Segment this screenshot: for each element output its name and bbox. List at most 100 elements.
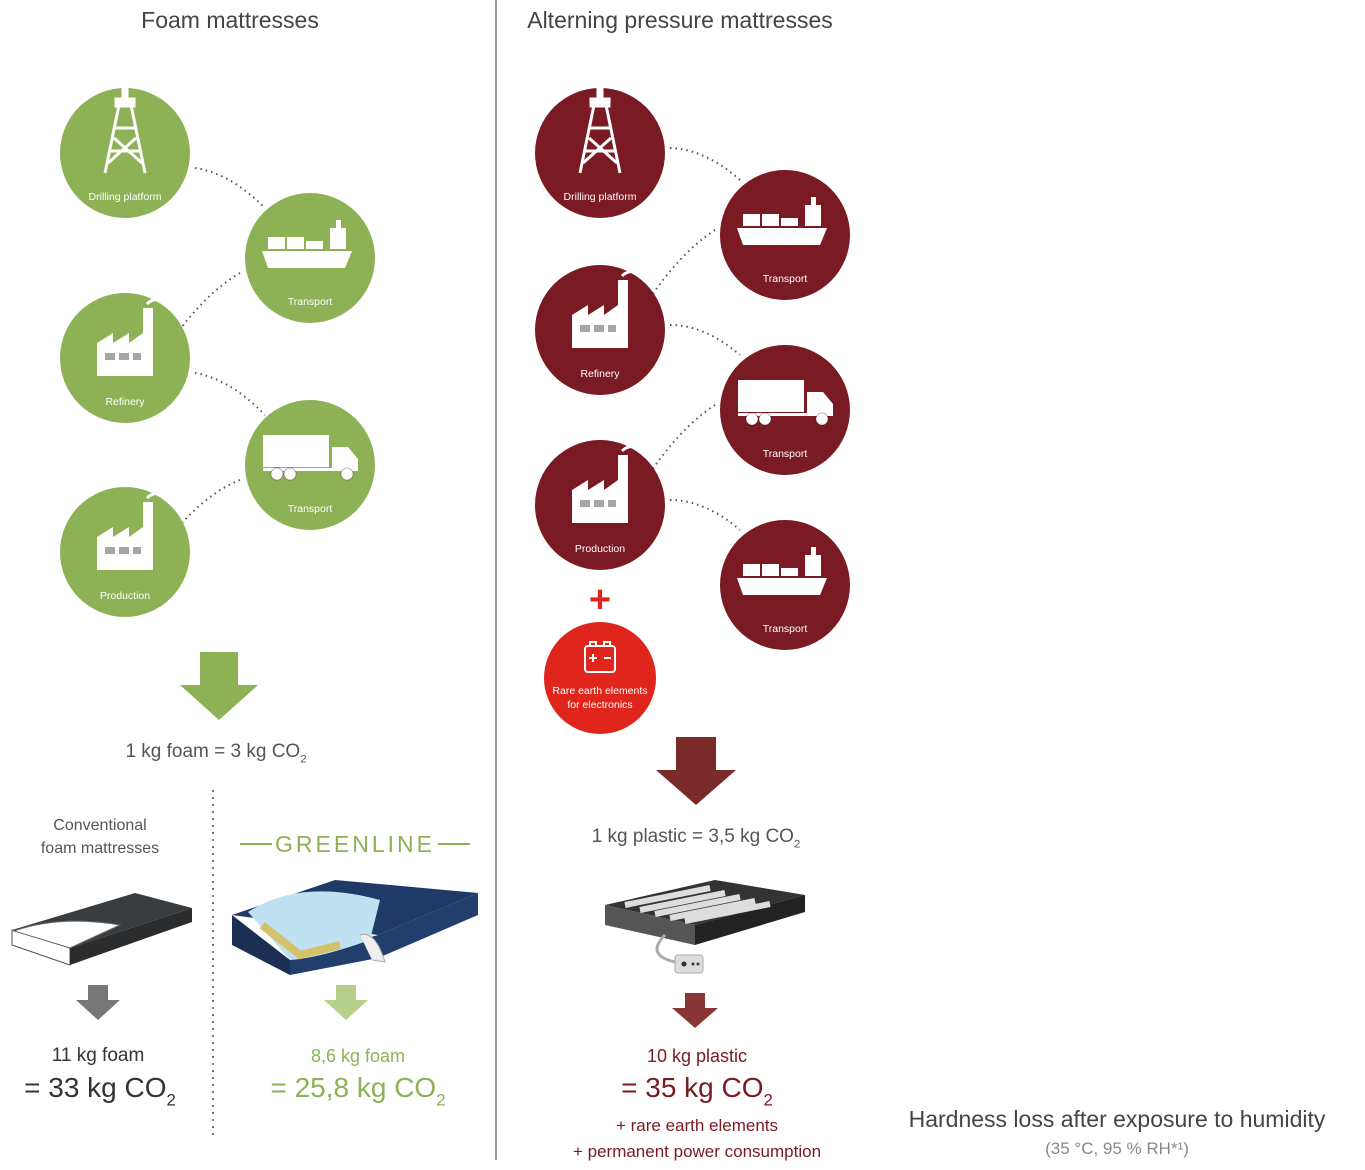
node-label: Transport <box>763 273 808 285</box>
equation-text: 1 kg foam = 3 kg CO <box>125 741 300 762</box>
node: Transport <box>720 345 850 475</box>
node: Drilling platform <box>60 86 190 218</box>
node-label: Rare earth elements <box>552 685 647 697</box>
icon-part <box>287 237 304 249</box>
icon-part <box>762 564 779 576</box>
icon-part <box>584 645 616 673</box>
icon-part <box>270 467 284 481</box>
battery-icon <box>584 641 616 673</box>
factory-icon <box>572 270 637 348</box>
icon-part <box>105 353 115 360</box>
icon-part <box>133 353 141 360</box>
node-label: Drilling platform <box>89 191 162 203</box>
icon-part <box>743 564 760 576</box>
alternating-mattress <box>605 880 805 974</box>
icon-part <box>262 251 352 268</box>
icon-part <box>268 237 285 249</box>
icon-part <box>105 547 115 554</box>
left-title: Foam mattresses <box>141 7 319 33</box>
node: Refinery <box>60 293 190 423</box>
amount: 10 kg plastic <box>647 1046 747 1066</box>
icon-part <box>580 500 590 507</box>
node: Refinery <box>535 265 665 395</box>
connector <box>644 229 716 306</box>
icon-part <box>815 412 829 426</box>
node-circle <box>60 88 190 218</box>
greenline-mattress <box>232 880 478 975</box>
icon-part <box>572 455 628 523</box>
footer-title: Hardness loss after exposure to humidity <box>909 1106 1326 1132</box>
note: + permanent power consumption <box>573 1142 821 1161</box>
subscript: 2 <box>167 1090 176 1109</box>
icon-part <box>758 412 772 426</box>
arrow <box>180 652 258 720</box>
icon-part <box>145 492 162 500</box>
arrow <box>656 737 736 805</box>
icon-part <box>594 325 604 332</box>
conventional-label: foam mattresses <box>41 840 159 857</box>
icon-part <box>781 568 798 576</box>
connector <box>669 324 741 356</box>
icon-part <box>762 214 779 226</box>
node-label: Transport <box>763 448 808 460</box>
icon-part <box>743 214 760 226</box>
conventional-mattress <box>11 893 192 966</box>
factory-icon <box>97 298 162 376</box>
icon-part <box>738 413 808 416</box>
node-label: Transport <box>763 623 808 635</box>
subscript: 2 <box>794 839 800 851</box>
icon-part <box>283 467 297 481</box>
icon-part <box>594 500 604 507</box>
equation-text: = 33 kg CO <box>24 1072 166 1103</box>
ship-icon <box>262 220 352 268</box>
node-circle <box>535 88 665 218</box>
node-circle <box>544 622 656 734</box>
tower-icon <box>103 86 147 174</box>
icon-part <box>332 447 358 471</box>
result: = 33 kg CO2 <box>24 1072 176 1109</box>
icon-part <box>119 547 129 554</box>
arrow <box>324 985 368 1020</box>
icon-part <box>805 205 821 226</box>
result: = 25,8 kg CO2 <box>270 1072 445 1109</box>
icon-part <box>596 86 604 101</box>
icon-part <box>119 353 129 360</box>
icon-part <box>263 435 329 467</box>
arrow <box>76 985 120 1020</box>
icon-part <box>737 578 827 595</box>
truck-icon <box>263 435 358 481</box>
factory-icon <box>97 492 162 570</box>
subscript: 2 <box>436 1090 445 1109</box>
amount: 11 kg foam <box>52 1045 145 1066</box>
node: Rare earth elements for electronics <box>544 622 656 734</box>
icon-part <box>133 547 141 554</box>
greenline-label: GREENLINE <box>275 831 435 857</box>
icon-part <box>738 380 804 412</box>
node: Production <box>60 487 190 617</box>
node-label: Transport <box>288 296 333 308</box>
icon-part <box>805 555 821 576</box>
connector <box>169 272 241 344</box>
amount: 8,6 kg foam <box>311 1046 405 1066</box>
node: Transport <box>245 400 375 530</box>
connector <box>194 372 266 416</box>
plus-sign: + <box>589 579 611 621</box>
icon-part <box>620 270 637 278</box>
icon-part <box>811 547 816 555</box>
node-label: for electronics <box>567 699 632 711</box>
node: Transport <box>720 520 850 650</box>
icon-part <box>745 412 759 426</box>
icon-part <box>336 220 341 228</box>
equation: 1 kg plastic = 3,5 kg CO2 <box>592 826 801 851</box>
node-label: Refinery <box>580 368 620 380</box>
node: Transport <box>720 170 850 300</box>
conventional-label: Conventional <box>53 817 146 834</box>
icon-part <box>578 104 622 174</box>
node-label: Drilling platform <box>564 191 637 203</box>
connector <box>669 499 741 531</box>
icon-part <box>608 325 616 332</box>
subscript: 2 <box>764 1090 773 1109</box>
ship-icon <box>737 547 827 595</box>
icon-part <box>737 228 827 245</box>
tower-icon <box>578 86 622 174</box>
